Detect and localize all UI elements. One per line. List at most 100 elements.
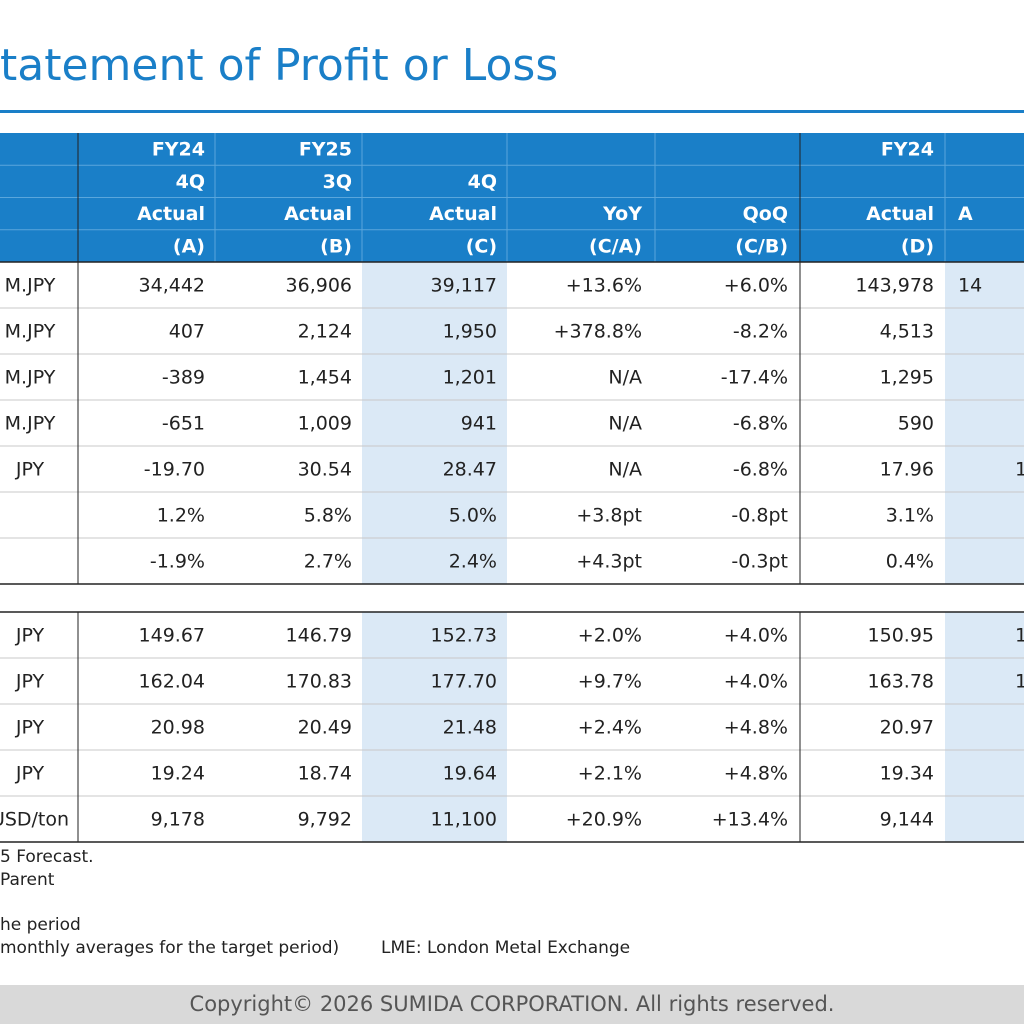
copyright: Copyright© 2026 SUMIDA CORPORATION. All …	[190, 992, 835, 1016]
header-cell: YoY	[602, 203, 642, 225]
header-cell: (C/A)	[589, 235, 642, 257]
value-cell: 36,906	[286, 275, 352, 297]
value-cell: +4.0%	[724, 671, 788, 693]
value-cell: +2.0%	[578, 625, 642, 647]
value-cell: +20.9%	[566, 809, 642, 831]
value-cell: N/A	[608, 413, 642, 435]
unit-cell: M.JPY	[5, 367, 56, 389]
value-cell: 5.0%	[449, 505, 497, 527]
header-cell: FY24	[152, 139, 205, 161]
footnote: monthly averages for the target period)	[0, 938, 339, 958]
value-cell: +13.6%	[566, 275, 642, 297]
value-cell: +6.0%	[724, 275, 788, 297]
value-cell: 14	[958, 275, 982, 297]
value-cell: 21.48	[443, 717, 497, 739]
value-cell: -651	[162, 413, 205, 435]
value-cell: 1,201	[443, 367, 497, 389]
value-cell: 11,100	[431, 809, 497, 831]
value-cell: 19.24	[151, 763, 205, 785]
value-cell: 20.49	[298, 717, 352, 739]
value-cell: 1,009	[298, 413, 352, 435]
value-cell: +9.7%	[578, 671, 642, 693]
header-cell: (A)	[173, 235, 205, 257]
header-cell: 3Q	[323, 171, 352, 193]
footer-band	[0, 985, 1024, 1024]
highlight-column	[362, 612, 507, 842]
unit-cell: USD/ton	[0, 809, 69, 831]
title: tatement of Profit or Loss	[0, 40, 558, 91]
value-cell: -8.2%	[733, 321, 788, 343]
header-cell: Actual	[137, 203, 205, 225]
value-cell: 9,178	[151, 809, 205, 831]
header-cell: (C)	[466, 235, 497, 257]
value-cell: 1,295	[880, 367, 934, 389]
value-cell: 9,792	[298, 809, 352, 831]
value-cell: -6.8%	[733, 413, 788, 435]
value-cell: 18.74	[298, 763, 352, 785]
value-cell: 1,950	[443, 321, 497, 343]
footnote: he period	[0, 915, 81, 935]
value-cell: +4.3pt	[576, 551, 642, 573]
value-cell: 19.34	[880, 763, 934, 785]
value-cell: 407	[169, 321, 205, 343]
value-cell: 0.4%	[886, 551, 934, 573]
header-cell: 4Q	[176, 171, 205, 193]
value-cell: 146.79	[286, 625, 352, 647]
value-cell: 17.96	[880, 459, 934, 481]
value-cell: -6.8%	[733, 459, 788, 481]
unit-cell: M.JPY	[5, 321, 56, 343]
value-cell: 20.98	[151, 717, 205, 739]
value-cell: 34,442	[139, 275, 205, 297]
value-cell: N/A	[608, 367, 642, 389]
value-cell: 30.54	[298, 459, 352, 481]
value-cell: 149.67	[139, 625, 205, 647]
value-cell: 19.64	[443, 763, 497, 785]
value-cell: N/A	[608, 459, 642, 481]
value-cell: 4,513	[880, 321, 934, 343]
value-cell: -0.8pt	[731, 505, 788, 527]
footnote: LME: London Metal Exchange	[381, 938, 630, 958]
value-cell: 2.4%	[449, 551, 497, 573]
value-cell: 150.95	[868, 625, 934, 647]
header-cell: 4Q	[468, 171, 497, 193]
header-cell: Actual	[866, 203, 934, 225]
value-cell: +13.4%	[712, 809, 788, 831]
value-cell: 2.7%	[304, 551, 352, 573]
value-cell: -1.9%	[150, 551, 205, 573]
value-cell: +4.8%	[724, 763, 788, 785]
header-cell: (B)	[320, 235, 352, 257]
header-cell: Actual	[429, 203, 497, 225]
unit-cell: JPY	[15, 717, 45, 739]
unit-cell: M.JPY	[5, 275, 56, 297]
header-cell: A	[958, 203, 973, 225]
header-cell: FY25	[299, 139, 352, 161]
header-cell: (D)	[901, 235, 934, 257]
value-cell: 3.1%	[886, 505, 934, 527]
value-cell: -17.4%	[721, 367, 788, 389]
value-cell: 941	[461, 413, 497, 435]
value-cell: +2.1%	[578, 763, 642, 785]
unit-cell: JPY	[15, 671, 45, 693]
value-cell: 143,978	[855, 275, 934, 297]
value-cell: 1	[1015, 459, 1024, 481]
value-cell: +4.0%	[724, 625, 788, 647]
value-cell: -0.3pt	[731, 551, 788, 573]
highlight-column	[945, 262, 1024, 584]
value-cell: 152.73	[431, 625, 497, 647]
value-cell: 39,117	[431, 275, 497, 297]
value-cell: 1	[1015, 625, 1024, 647]
value-cell: -389	[162, 367, 205, 389]
unit-cell: M.JPY	[5, 413, 56, 435]
unit-cell: JPY	[15, 459, 45, 481]
value-cell: 163.78	[868, 671, 934, 693]
value-cell: 1	[1015, 671, 1024, 693]
footnote: 5 Forecast.	[0, 847, 94, 867]
value-cell: +378.8%	[554, 321, 642, 343]
title-rule	[0, 110, 1024, 113]
value-cell: 162.04	[139, 671, 205, 693]
value-cell: 170.83	[286, 671, 352, 693]
value-cell: 1.2%	[157, 505, 205, 527]
header-cell: (C/B)	[735, 235, 788, 257]
value-cell: 28.47	[443, 459, 497, 481]
